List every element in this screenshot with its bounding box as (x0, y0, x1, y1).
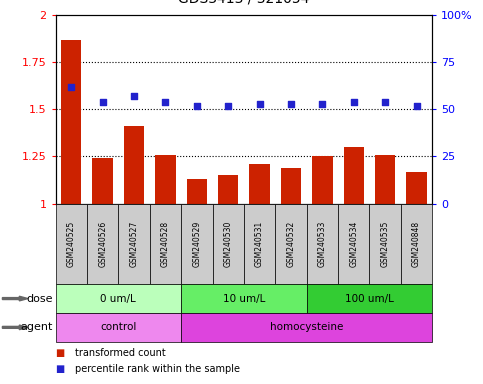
Point (68, 84, 75, 90)
Text: 10 um/L: 10 um/L (223, 293, 265, 304)
Text: GSM240531: GSM240531 (255, 221, 264, 267)
Text: GSM240535: GSM240535 (381, 221, 390, 267)
Text: GSM240526: GSM240526 (98, 221, 107, 267)
Text: GSM240534: GSM240534 (349, 221, 358, 267)
Bar (312, 157, 333, 204)
Bar (155, 155, 176, 204)
Point (130, 93, 138, 99)
Point (382, 99, 389, 105)
Point (193, 103, 201, 109)
Text: transformed count: transformed count (75, 348, 166, 358)
Text: GSM240848: GSM240848 (412, 221, 421, 267)
Bar (343, 147, 364, 204)
Text: GSM240527: GSM240527 (129, 221, 139, 267)
Point (319, 101, 327, 107)
Bar (61, 40, 82, 204)
Text: dose: dose (27, 293, 53, 304)
Text: GSM240525: GSM240525 (67, 221, 76, 267)
Text: GSM240532: GSM240532 (286, 221, 296, 267)
Text: GSM240529: GSM240529 (192, 221, 201, 267)
Bar (186, 179, 207, 204)
Point (287, 101, 295, 107)
Text: ■: ■ (56, 348, 65, 358)
Text: percentile rank within the sample: percentile rank within the sample (75, 364, 240, 374)
Text: control: control (100, 322, 137, 333)
Bar (249, 164, 270, 204)
Bar (375, 155, 396, 204)
Text: 0 um/L: 0 um/L (100, 293, 136, 304)
Text: GSM240528: GSM240528 (161, 221, 170, 267)
Bar (92, 158, 113, 204)
Text: GSM240530: GSM240530 (224, 221, 233, 267)
Point (161, 99, 170, 105)
Bar (406, 172, 427, 204)
Point (412, 103, 420, 109)
Text: agent: agent (21, 322, 53, 333)
Text: 100 um/L: 100 um/L (345, 293, 394, 304)
Bar (281, 168, 301, 204)
Text: homocysteine: homocysteine (270, 322, 343, 333)
Bar (124, 126, 144, 204)
Point (350, 99, 357, 105)
Text: GSM240533: GSM240533 (318, 221, 327, 267)
Text: ■: ■ (56, 364, 65, 374)
Bar (218, 175, 239, 204)
Point (99, 99, 107, 105)
Point (256, 101, 264, 107)
Text: GDS3413 / 321054: GDS3413 / 321054 (178, 0, 310, 6)
Point (224, 103, 232, 109)
